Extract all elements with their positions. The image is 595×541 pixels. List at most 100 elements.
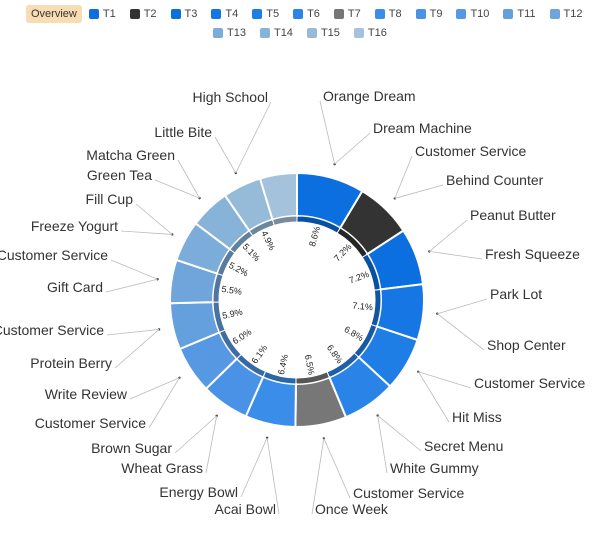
percent-label: 6.5% <box>303 354 317 376</box>
legend-label: T6 <box>307 8 320 20</box>
outer-label: Park Lot <box>490 286 542 302</box>
legend-item-t7[interactable]: T7 <box>334 8 361 20</box>
leader-line <box>437 314 484 350</box>
percent-label: 6.1% <box>249 343 269 366</box>
legend-item-t16[interactable]: T16 <box>354 27 387 39</box>
legend-row: Overview T1 T2 T3 T4 T5 T6 T7 T8 T9 T10 T11 T12 <box>26 4 586 23</box>
outer-label: Behind Counter <box>446 172 544 188</box>
leader-line <box>429 251 482 259</box>
percent-label: 5.9% <box>221 307 243 321</box>
outer-label: Gift Card <box>47 279 103 295</box>
legend-swatch <box>456 9 466 19</box>
legend-item-t8[interactable]: T8 <box>375 8 402 20</box>
legend-label: T16 <box>368 27 387 39</box>
legend-item-t14[interactable]: T14 <box>260 27 293 39</box>
outer-label: Brown Sugar <box>91 440 172 456</box>
leader-line <box>115 329 159 368</box>
legend-item-t1[interactable]: T1 <box>89 8 116 20</box>
legend-item-t10[interactable]: T10 <box>456 8 489 20</box>
leader-line <box>437 299 487 314</box>
percent-label: 7.1% <box>352 300 373 312</box>
legend-label: T2 <box>144 8 157 20</box>
leader-line <box>136 204 172 234</box>
legend-label: T11 <box>517 8 535 20</box>
outer-label: Shop Center <box>487 337 566 353</box>
legend-label: T5 <box>266 8 279 20</box>
leader-line <box>178 160 200 198</box>
percent-label: 8.6% <box>307 225 322 247</box>
legend-label: T9 <box>430 8 443 20</box>
leader-line <box>107 329 159 335</box>
leader-line <box>429 220 467 251</box>
legend-label: T14 <box>274 27 293 39</box>
outer-label: Energy Bowl <box>159 484 238 500</box>
outer-label: Customer Service <box>474 375 585 391</box>
outer-label: High School <box>193 89 269 105</box>
leader-line <box>335 133 370 164</box>
outer-label: Protein Berry <box>30 355 112 371</box>
legend-swatch <box>213 28 223 38</box>
percent-label: 7.2% <box>332 242 353 264</box>
legend-item-t15[interactable]: T15 <box>307 27 340 39</box>
outer-label: Orange Dream <box>323 88 416 104</box>
legend-label: T13 <box>227 27 246 39</box>
legend-label: T3 <box>185 8 198 20</box>
outer-label: Dream Machine <box>373 120 472 136</box>
outer-label: Little Bite <box>154 124 212 140</box>
legend-swatch <box>550 9 560 19</box>
legend-label: T1 <box>103 8 116 20</box>
outer-labels: Orange Dream Dream Machine Customer Servic… <box>0 88 585 517</box>
leader-line <box>236 102 271 173</box>
leader-line <box>149 378 179 428</box>
legend-swatch <box>293 9 303 19</box>
percent-label: 5.1% <box>241 241 262 263</box>
legend-swatch <box>416 9 426 19</box>
leader-line <box>418 372 449 422</box>
percent-label: 6.8% <box>325 343 345 366</box>
leader-line <box>106 279 158 292</box>
outer-label: Fill Cup <box>86 191 134 207</box>
legend-item-t6[interactable]: T6 <box>293 8 320 20</box>
legend-item-t4[interactable]: T4 <box>211 8 238 20</box>
leader-line <box>395 156 412 198</box>
legend-item-t13[interactable]: T13 <box>213 27 246 39</box>
legend-swatch <box>130 9 140 19</box>
outer-label: White Gummy <box>390 460 479 476</box>
legend-item-t3[interactable]: T3 <box>171 8 198 20</box>
percent-label: 7.2% <box>348 269 371 285</box>
legend-label: T7 <box>348 8 361 20</box>
outer-label: Matcha Green <box>86 147 175 163</box>
legend-swatch <box>334 9 344 19</box>
outer-label: Once Week <box>315 501 389 517</box>
percent-labels: 8.6% 7.2% 7.2% 7.1% 6.8%6.8% 6.5% 6.4% 6.1%6.0%… <box>221 225 374 376</box>
leader-line <box>215 137 236 173</box>
legend-label: T15 <box>321 27 340 39</box>
percent-label: 5.2% <box>227 260 250 278</box>
outer-label: Peanut Butter <box>470 207 556 223</box>
outer-label: Acai Bowl <box>215 501 276 517</box>
outer-label: Hit Miss <box>452 409 502 425</box>
legend-swatch <box>89 9 99 19</box>
legend-swatch <box>252 9 262 19</box>
legend-item-t5[interactable]: T5 <box>252 8 279 20</box>
legend-item-t9[interactable]: T9 <box>416 8 443 20</box>
outer-label: Customer Service <box>415 143 526 159</box>
legend: Overview T1 T2 T3 T4 T5 T6 T7 T8 T9 T10 T11 T12 T13… <box>26 4 586 42</box>
percent-label: 5.5% <box>221 284 243 297</box>
outer-label: Green Tea <box>87 167 152 183</box>
legend-row: T13 T14 T15 T16 <box>26 23 586 42</box>
leader-line <box>324 438 350 498</box>
leader-line <box>130 378 179 399</box>
legend-item-t2[interactable]: T2 <box>130 8 157 20</box>
legend-item-t11[interactable]: T11 <box>503 8 535 20</box>
leader-line <box>418 372 471 388</box>
legend-item-t12[interactable]: T12 <box>550 8 583 20</box>
legend-swatch <box>375 9 385 19</box>
leader-line <box>395 185 443 198</box>
legend-swatch <box>171 9 181 19</box>
legend-swatch <box>260 28 270 38</box>
overview-button[interactable]: Overview <box>26 5 82 23</box>
outer-label: Secret Menu <box>424 438 503 454</box>
outer-label: Write Review <box>45 386 128 402</box>
